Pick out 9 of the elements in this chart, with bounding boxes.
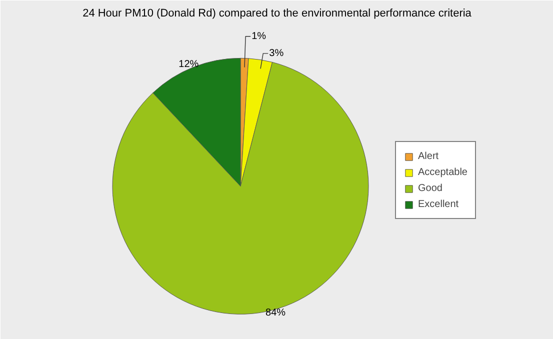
legend-label: Good <box>418 182 442 194</box>
legend-label: Excellent <box>418 198 459 210</box>
legend-label: Alert <box>418 150 439 162</box>
data-label: 1% <box>252 30 266 42</box>
legend-label: Acceptable <box>418 166 468 178</box>
data-label: 84% <box>266 307 286 318</box>
chart-title: 24 Hour PM10 (Donald Rd) compared to the environmental performance criteria <box>82 8 472 20</box>
data-label: 3% <box>269 48 284 59</box>
data-label: 12% <box>178 59 199 70</box>
